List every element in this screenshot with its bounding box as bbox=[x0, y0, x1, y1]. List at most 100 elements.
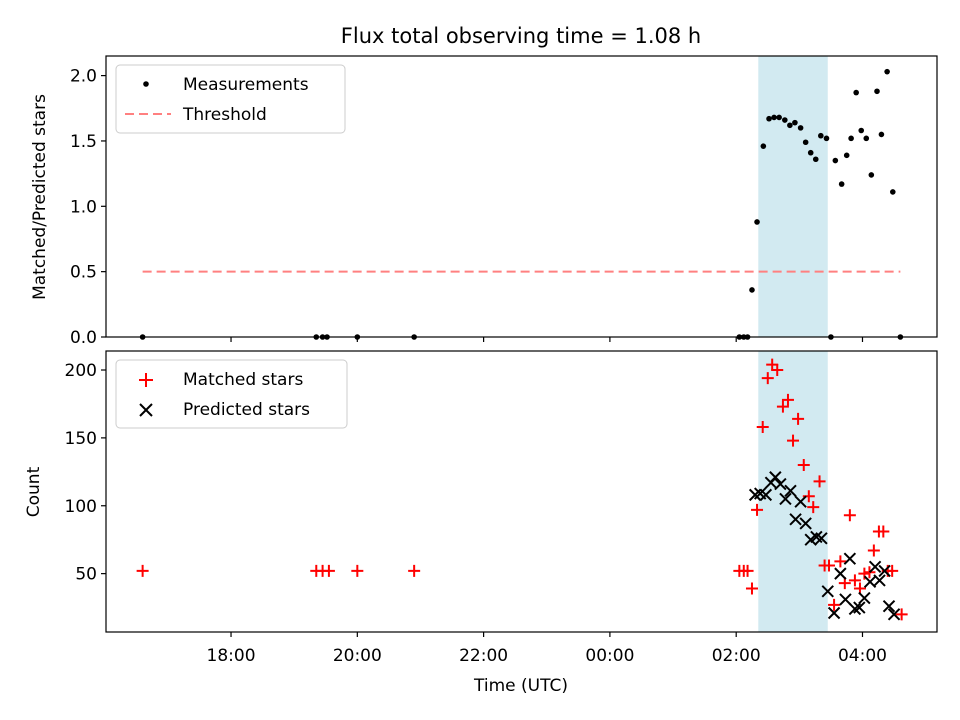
top-panel: 0.00.51.01.52.0 Matched/Predicted stars … bbox=[30, 55, 938, 348]
matched-star-point bbox=[771, 364, 784, 377]
matched-star-point bbox=[408, 564, 421, 577]
measurement-point bbox=[878, 131, 885, 138]
predicted-star-point bbox=[868, 560, 882, 574]
predicted-star-point bbox=[794, 495, 807, 508]
matched-star-point bbox=[863, 566, 876, 579]
xtick-label: 20:00 bbox=[333, 646, 382, 666]
predicted-star-point bbox=[853, 601, 866, 614]
matched-star-point bbox=[834, 555, 847, 568]
top-legend-box bbox=[115, 64, 346, 134]
measurement-point bbox=[832, 157, 839, 164]
chart-title: Flux total observing time = 1.08 h bbox=[341, 24, 701, 48]
measurement-point bbox=[858, 127, 865, 134]
matched-star-point bbox=[136, 564, 149, 577]
measurement-point bbox=[818, 132, 824, 139]
predicted-star-point bbox=[759, 488, 773, 502]
matched-star-point bbox=[766, 358, 779, 371]
predicted-star-point bbox=[769, 471, 782, 484]
predicted-star-point bbox=[784, 484, 797, 498]
matched-star-point bbox=[745, 582, 758, 595]
matched-star-point bbox=[867, 544, 880, 557]
predicted-star-point bbox=[834, 567, 847, 580]
predicted-star-point bbox=[843, 552, 857, 565]
legend-measurements-label: Measurements bbox=[183, 75, 309, 95]
matched-star-point bbox=[797, 459, 810, 472]
matched-star-point bbox=[813, 475, 826, 488]
bottom-y-axis-label: Count bbox=[24, 466, 44, 517]
measurement-point bbox=[884, 68, 890, 75]
measurement-point bbox=[766, 115, 772, 122]
predicted-star-point bbox=[827, 606, 841, 620]
measurement-point bbox=[782, 117, 788, 123]
top-legend: Measurements Threshold bbox=[115, 64, 346, 134]
measurement-point bbox=[823, 135, 830, 142]
measurement-point bbox=[749, 287, 755, 293]
matched-star-point bbox=[843, 509, 856, 522]
matched-star-point bbox=[792, 412, 805, 425]
observing-window-shade bbox=[758, 56, 828, 337]
bottom-y-ticks: 50 100 150 200 bbox=[65, 361, 106, 585]
measurement-point bbox=[853, 89, 859, 96]
predicted-star-point bbox=[799, 517, 812, 530]
matched-star-point bbox=[807, 501, 820, 514]
matched-star-point bbox=[823, 559, 836, 572]
measurement-point bbox=[797, 125, 804, 131]
measurement-point bbox=[760, 143, 767, 149]
predicted-star-point bbox=[779, 492, 792, 506]
matched-star-point bbox=[322, 564, 335, 577]
measurement-point bbox=[807, 149, 814, 156]
measurement-point bbox=[754, 219, 760, 225]
top-ytick-label: 0.5 bbox=[70, 263, 97, 283]
bottom-axes-frame bbox=[105, 350, 938, 633]
measurement-point bbox=[787, 122, 793, 129]
matched-star-point bbox=[886, 564, 899, 577]
measurement-point bbox=[868, 172, 875, 178]
measurement-point bbox=[776, 114, 782, 121]
top-y-ticks: 0.0 0.5 1.0 1.5 2.0 bbox=[70, 67, 106, 348]
predicted-star-point bbox=[848, 602, 862, 616]
measurement-point bbox=[889, 189, 896, 195]
xtick-label: 18:00 bbox=[207, 646, 256, 666]
matched-star-point bbox=[776, 400, 789, 413]
matched-star-point bbox=[828, 598, 841, 611]
bottom-ytick-label: 50 bbox=[75, 565, 97, 585]
predicted-star-point bbox=[858, 591, 871, 605]
matched-star-point bbox=[781, 393, 794, 406]
measurement-point bbox=[848, 135, 854, 142]
predicted-star-point bbox=[774, 477, 787, 491]
legend-matched-marker bbox=[139, 373, 153, 387]
measurement-point bbox=[812, 156, 819, 163]
predicted-star-point bbox=[873, 574, 886, 587]
measurement-point bbox=[874, 88, 880, 95]
predicted-star-point bbox=[815, 532, 828, 545]
predicted-stars-points bbox=[748, 471, 901, 621]
matched-star-point bbox=[848, 574, 861, 587]
matched-star-point bbox=[761, 372, 774, 385]
bottom-legend: Matched stars Predicted stars bbox=[115, 359, 348, 429]
bottom-legend-box bbox=[115, 359, 348, 429]
predicted-star-point bbox=[821, 585, 834, 598]
legend-predicted-marker bbox=[139, 403, 153, 417]
measurement-point bbox=[843, 152, 850, 159]
top-ytick-label: 1.0 bbox=[70, 197, 97, 217]
matched-star-point bbox=[858, 567, 871, 580]
top-axes-frame bbox=[105, 55, 938, 338]
top-x-ticks bbox=[230, 337, 864, 342]
x-axis-label: Time (UTC) bbox=[473, 676, 568, 696]
predicted-star-point bbox=[887, 608, 901, 621]
legend-threshold-label: Threshold bbox=[182, 105, 267, 125]
matched-star-point bbox=[751, 503, 764, 516]
bottom-ytick-label: 100 bbox=[65, 497, 97, 517]
top-y-axis-label: Matched/Predicted stars bbox=[30, 94, 50, 300]
legend-predicted-label: Predicted stars bbox=[183, 400, 310, 420]
measurement-point bbox=[802, 139, 809, 146]
matched-star-point bbox=[351, 564, 364, 577]
bottom-ytick-label: 150 bbox=[65, 429, 97, 449]
measurement-point bbox=[863, 135, 870, 142]
bottom-ytick-label: 200 bbox=[65, 361, 97, 381]
predicted-star-point bbox=[789, 513, 802, 526]
matched-star-point bbox=[741, 564, 754, 577]
matched-star-point bbox=[877, 525, 890, 538]
top-ytick-label: 1.5 bbox=[70, 132, 97, 152]
predicted-star-point bbox=[878, 564, 891, 578]
